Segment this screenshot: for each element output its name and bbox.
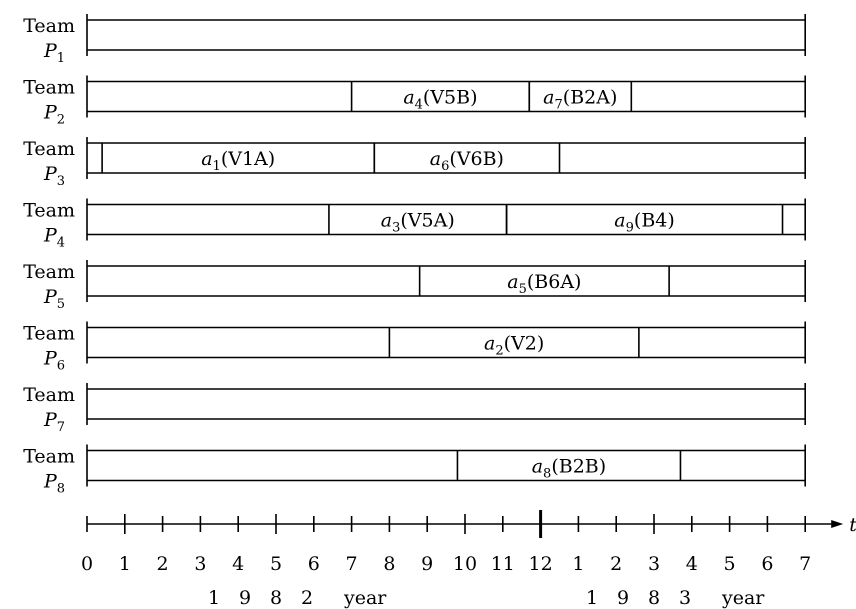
team-label: Team bbox=[23, 323, 75, 345]
task-label: a7(B2A) bbox=[543, 87, 617, 113]
axis-tick-label: 11 bbox=[491, 553, 515, 575]
axis-tick-label: 2 bbox=[157, 553, 169, 575]
team-label: Team bbox=[23, 77, 75, 99]
task-label: a1(V1A) bbox=[201, 148, 275, 174]
team-id-label: P3 bbox=[43, 163, 65, 189]
axis-tick-label: 8 bbox=[383, 553, 395, 575]
task-label: a6(V6B) bbox=[430, 148, 504, 174]
year-digit: 9 bbox=[617, 587, 629, 609]
axis-tick-label: 2 bbox=[610, 553, 622, 575]
team-id-label: P5 bbox=[43, 286, 65, 312]
year-label: year bbox=[343, 587, 387, 609]
team-label: Team bbox=[23, 200, 75, 222]
axis-arrow-icon bbox=[831, 520, 844, 528]
axis-tick-label: 1 bbox=[119, 553, 131, 575]
axis-tick-label: 7 bbox=[799, 553, 811, 575]
axis-tick-label: 5 bbox=[724, 553, 736, 575]
team-id-label: P6 bbox=[43, 348, 65, 374]
task-label: a4(V5B) bbox=[403, 87, 477, 113]
year-digit: 8 bbox=[270, 587, 282, 609]
year-digit: 3 bbox=[679, 587, 691, 609]
axis-tick-label: 4 bbox=[686, 553, 698, 575]
axis-tick-label: 5 bbox=[270, 553, 282, 575]
year-label: year bbox=[721, 587, 765, 609]
team-label: Team bbox=[23, 138, 75, 160]
axis-tick-label: 12 bbox=[529, 553, 553, 575]
axis-tick-label: 6 bbox=[761, 553, 773, 575]
team-id-label: P1 bbox=[43, 40, 65, 66]
year-digit: 1 bbox=[586, 587, 598, 609]
axis-tick-label: 7 bbox=[346, 553, 358, 575]
task-label: a9(B4) bbox=[614, 210, 675, 236]
year-digit: 9 bbox=[239, 587, 251, 609]
axis-tick-label: 10 bbox=[453, 553, 477, 575]
year-digit: 1 bbox=[208, 587, 220, 609]
task-label: a2(V2) bbox=[484, 333, 544, 359]
axis-variable-label: t bbox=[849, 514, 856, 536]
axis-tick-label: 1 bbox=[572, 553, 584, 575]
axis-tick-label: 3 bbox=[648, 553, 660, 575]
team-id-label: P7 bbox=[43, 409, 65, 435]
task-label: a5(B6A) bbox=[507, 271, 581, 297]
team-id-label: P2 bbox=[43, 102, 65, 128]
team-label: Team bbox=[23, 15, 75, 37]
axis-tick-label: 6 bbox=[308, 553, 320, 575]
axis-tick-label: 0 bbox=[81, 553, 93, 575]
axis-tick-label: 3 bbox=[194, 553, 206, 575]
team-label: Team bbox=[23, 261, 75, 283]
year-digit: 8 bbox=[648, 587, 660, 609]
team-label: Team bbox=[23, 384, 75, 406]
team-id-label: P8 bbox=[43, 471, 65, 497]
team-id-label: P4 bbox=[43, 225, 65, 251]
axis-tick-label: 4 bbox=[232, 553, 244, 575]
year-digit: 2 bbox=[301, 587, 313, 609]
task-label: a3(V5A) bbox=[381, 210, 455, 236]
axis-tick-label: 9 bbox=[421, 553, 433, 575]
task-label: a8(B2B) bbox=[532, 456, 606, 482]
team-label: Team bbox=[23, 446, 75, 468]
